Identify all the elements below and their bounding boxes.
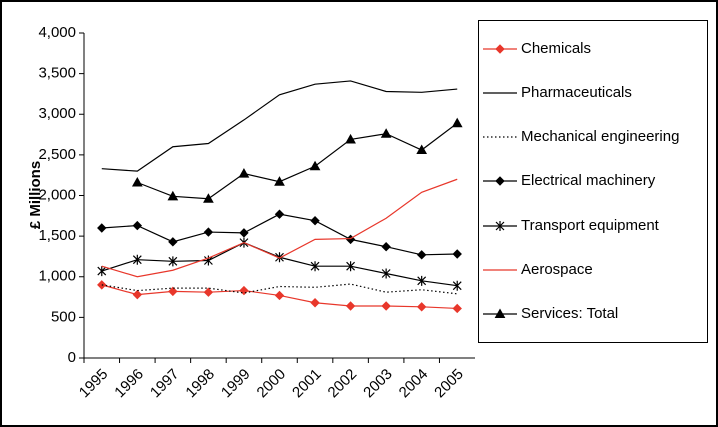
x-tick-label: 2003 bbox=[360, 366, 396, 402]
marker bbox=[495, 176, 505, 187]
series-line bbox=[101, 178, 458, 278]
marker bbox=[345, 301, 356, 311]
marker bbox=[203, 287, 214, 297]
y-tick-label: 1,000 bbox=[38, 268, 76, 285]
marker bbox=[274, 290, 285, 301]
marker bbox=[381, 241, 391, 252]
marker bbox=[381, 268, 391, 279]
x-tick-label: 2005 bbox=[431, 366, 467, 402]
legend-swatch bbox=[483, 44, 517, 54]
marker bbox=[345, 133, 356, 144]
series-line bbox=[101, 80, 458, 172]
marker bbox=[274, 209, 285, 219]
marker bbox=[416, 302, 427, 312]
marker bbox=[168, 256, 178, 267]
marker bbox=[310, 298, 320, 308]
y-tick-label: 4,000 bbox=[38, 24, 76, 41]
legend-swatch bbox=[483, 136, 517, 138]
marker bbox=[131, 176, 143, 187]
y-axis-label: £ Millions bbox=[27, 161, 44, 229]
legend-entry: Mechanical engineering bbox=[479, 127, 707, 147]
marker bbox=[495, 44, 505, 54]
marker bbox=[132, 289, 143, 300]
marker bbox=[239, 228, 249, 238]
legend-entry: Aerospace bbox=[479, 260, 707, 280]
marker bbox=[203, 255, 213, 266]
y-tick-label: 1,500 bbox=[38, 227, 76, 244]
legend-entry: Electrical machinery bbox=[479, 171, 707, 191]
marker bbox=[346, 261, 356, 272]
legend-entry: Services: Total bbox=[479, 304, 707, 324]
marker bbox=[309, 160, 321, 171]
marker bbox=[451, 117, 463, 128]
y-tick-label: 2,000 bbox=[38, 186, 76, 203]
legend-label: Services: Total bbox=[521, 304, 619, 322]
marker bbox=[494, 308, 506, 318]
marker bbox=[310, 261, 320, 272]
legend-label: Mechanical engineering bbox=[521, 128, 680, 146]
legend-swatch bbox=[483, 308, 517, 318]
legend-entry: Pharmaceuticals bbox=[479, 83, 707, 103]
marker bbox=[168, 286, 178, 297]
marker bbox=[495, 220, 505, 231]
series-line bbox=[101, 241, 458, 287]
marker bbox=[381, 301, 391, 311]
marker bbox=[203, 193, 214, 203]
legend-entry: Chemicals bbox=[479, 39, 707, 59]
x-tick-label: 1997 bbox=[147, 366, 183, 402]
legend-swatch bbox=[483, 176, 517, 187]
y-tick-label: 500 bbox=[51, 308, 76, 325]
legend-label: Chemicals bbox=[521, 40, 592, 58]
x-tick-label: 1998 bbox=[182, 366, 218, 402]
marker bbox=[239, 285, 249, 296]
marker bbox=[167, 190, 179, 201]
legend-label: Aerospace bbox=[521, 260, 593, 278]
legend-label: Transport equipment bbox=[521, 216, 659, 234]
marker bbox=[310, 215, 320, 226]
series-line bbox=[101, 213, 458, 256]
marker bbox=[274, 176, 285, 186]
legend: Chemicals Pharmaceuticals Mechanical engin… bbox=[478, 20, 708, 343]
legend-label: Pharmaceuticals bbox=[521, 84, 632, 102]
marker bbox=[132, 254, 142, 265]
x-tick-label: 1996 bbox=[111, 366, 147, 402]
legend-label: Electrical machinery bbox=[521, 172, 656, 190]
marker bbox=[452, 280, 462, 291]
y-tick-label: 3,000 bbox=[38, 105, 76, 122]
marker bbox=[97, 266, 107, 277]
legend-entry: Transport equipment bbox=[479, 216, 707, 236]
x-tick-label: 2002 bbox=[325, 366, 361, 402]
marker bbox=[416, 250, 427, 260]
x-tick-label: 2004 bbox=[396, 366, 432, 402]
marker bbox=[238, 168, 250, 178]
marker bbox=[168, 237, 178, 247]
y-tick-label: 0 bbox=[68, 349, 76, 366]
x-tick-label: 2001 bbox=[289, 366, 325, 402]
marker bbox=[417, 275, 427, 286]
y-tick-label: 2,500 bbox=[38, 146, 76, 163]
series-line bbox=[137, 122, 458, 200]
marker bbox=[203, 227, 214, 237]
marker bbox=[132, 220, 143, 231]
x-tick-label: 1999 bbox=[218, 366, 254, 402]
marker bbox=[380, 128, 392, 138]
y-tick-label: 3,500 bbox=[38, 65, 76, 82]
legend-swatch bbox=[483, 220, 517, 231]
marker bbox=[452, 303, 462, 314]
marker bbox=[275, 252, 284, 263]
x-tick-label: 2000 bbox=[254, 366, 290, 402]
marker bbox=[452, 249, 462, 259]
x-tick-label: 1995 bbox=[76, 366, 112, 402]
legend-swatch bbox=[483, 269, 517, 271]
marker bbox=[97, 223, 107, 233]
marker bbox=[416, 144, 428, 154]
legend-swatch bbox=[483, 92, 517, 94]
